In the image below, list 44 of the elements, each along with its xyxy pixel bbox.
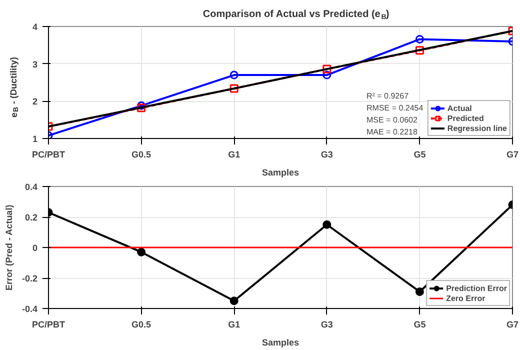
annotation: MSE = 0.0602: [366, 116, 418, 124]
legend-label: Actual: [447, 103, 472, 113]
annotation: R² = 0.9267: [366, 92, 410, 100]
x-tick-label: G0.5: [132, 320, 152, 330]
legend-label: Zero Error: [446, 293, 486, 303]
y-tick-label: 1: [32, 134, 38, 144]
legend-label: Prediction Error: [446, 283, 507, 293]
y-tick-label: -0.2: [22, 274, 38, 284]
x-tick-label: G7: [506, 150, 519, 160]
point: [415, 34, 424, 44]
legend-label: Regression line: [447, 123, 507, 133]
y-tick-label: 3: [32, 59, 38, 70]
point: [322, 220, 332, 229]
point: [322, 70, 332, 80]
point: [230, 70, 238, 80]
x-tick-label: G5: [414, 150, 426, 160]
point: [415, 287, 424, 296]
point: [137, 104, 146, 112]
y-tick-label: 0.2: [24, 212, 38, 222]
x-tick-label: G3: [320, 320, 333, 330]
point: [415, 46, 424, 55]
x-tick-label: PC/PBT: [32, 320, 66, 330]
y-tick-label: 0: [32, 243, 38, 253]
x-axis-title: Samples: [262, 338, 300, 348]
point: [230, 84, 238, 93]
y-axis-title: Error (Pred - Actual): [4, 204, 14, 291]
x-tick-label: PC/PBT: [32, 150, 66, 160]
x-tick-label: G1: [228, 320, 240, 330]
annotation: MAE = 0.2218: [366, 128, 418, 136]
point: [230, 296, 238, 306]
y-tick-label: 0.4: [24, 182, 38, 192]
point: [137, 248, 146, 256]
x-tick-label: G1: [228, 150, 240, 160]
x-tick-label: G7: [506, 320, 519, 330]
x-tick-label: G0.5: [132, 150, 152, 160]
x-tick-label: G3: [320, 150, 333, 160]
legend-label: Predicted: [447, 113, 484, 123]
y-tick-label: -0.4: [22, 304, 38, 314]
y-tick-label: 4: [32, 22, 38, 32]
x-tick-label: G5: [414, 320, 426, 330]
point: [322, 64, 332, 74]
x-axis-title: Samples: [262, 168, 300, 178]
annotation: RMSE = 0.2454: [366, 104, 424, 112]
y-tick-label: 2: [32, 96, 38, 107]
